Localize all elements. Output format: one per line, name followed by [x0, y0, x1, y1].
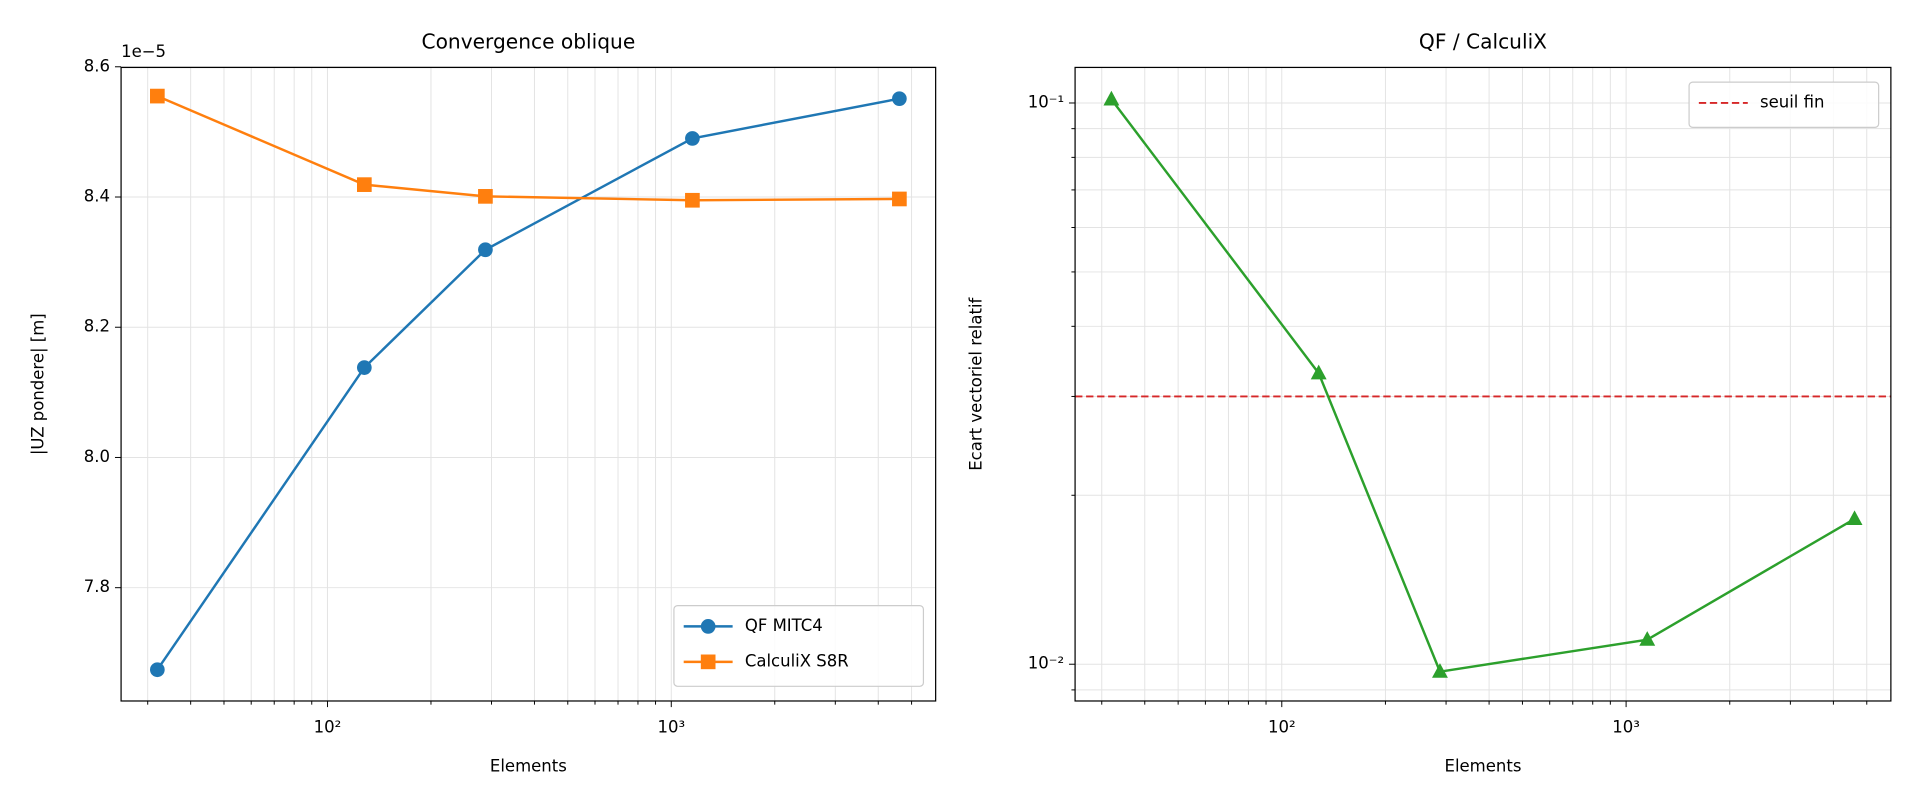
marker	[685, 192, 700, 208]
x-axis-label: Elements	[490, 757, 567, 776]
series-line	[156, 94, 900, 202]
marker	[700, 619, 716, 634]
plot-frame	[120, 66, 937, 702]
plot-frame	[1074, 66, 1892, 702]
marker	[700, 654, 716, 670]
y-tick-label: 10⁻¹	[1028, 92, 1064, 111]
y-tick-label: 8.6	[84, 56, 110, 75]
legend-label: CalculiX S8R	[745, 651, 849, 670]
marker	[892, 191, 907, 207]
y-axis-label: Ecart vectoriel relatif	[967, 296, 986, 470]
y-tick-label: 8.2	[84, 317, 110, 336]
marker	[356, 360, 372, 375]
marker	[1432, 663, 1448, 678]
y-tick-label: 8.4	[84, 187, 110, 206]
x-tick-label: 10³	[1612, 717, 1640, 736]
x-axis-label: Elements	[1445, 757, 1522, 776]
marker	[478, 242, 493, 258]
legend-label: QF MITC4	[745, 616, 823, 635]
chart-title: Convergence oblique	[421, 29, 635, 53]
chart-title: QF / CalculiX	[1419, 29, 1547, 53]
axis-offset-text: 1e−5	[121, 42, 166, 61]
y-tick-label: 7.8	[84, 577, 110, 596]
marker	[685, 131, 700, 146]
marker	[1639, 631, 1656, 646]
marker	[1103, 90, 1120, 106]
x-tick-label: 10²	[1268, 717, 1296, 736]
series-line	[156, 97, 900, 671]
marker	[478, 189, 493, 204]
y-tick-label: 8.0	[84, 447, 110, 466]
legend-box	[1688, 81, 1880, 128]
legend-box	[673, 604, 925, 687]
marker	[356, 177, 372, 192]
marker	[150, 662, 165, 678]
legend-label: seuil fin	[1760, 92, 1824, 111]
x-tick-label: 10²	[314, 717, 342, 736]
y-axis-label: |UZ pondere| [m]	[29, 313, 48, 455]
marker	[1310, 364, 1327, 380]
y-tick-label: 10⁻²	[1028, 654, 1064, 673]
marker	[150, 88, 165, 104]
marker	[892, 91, 907, 107]
marker	[1846, 510, 1863, 526]
x-tick-label: 10³	[657, 717, 685, 736]
series-line	[1110, 98, 1856, 674]
